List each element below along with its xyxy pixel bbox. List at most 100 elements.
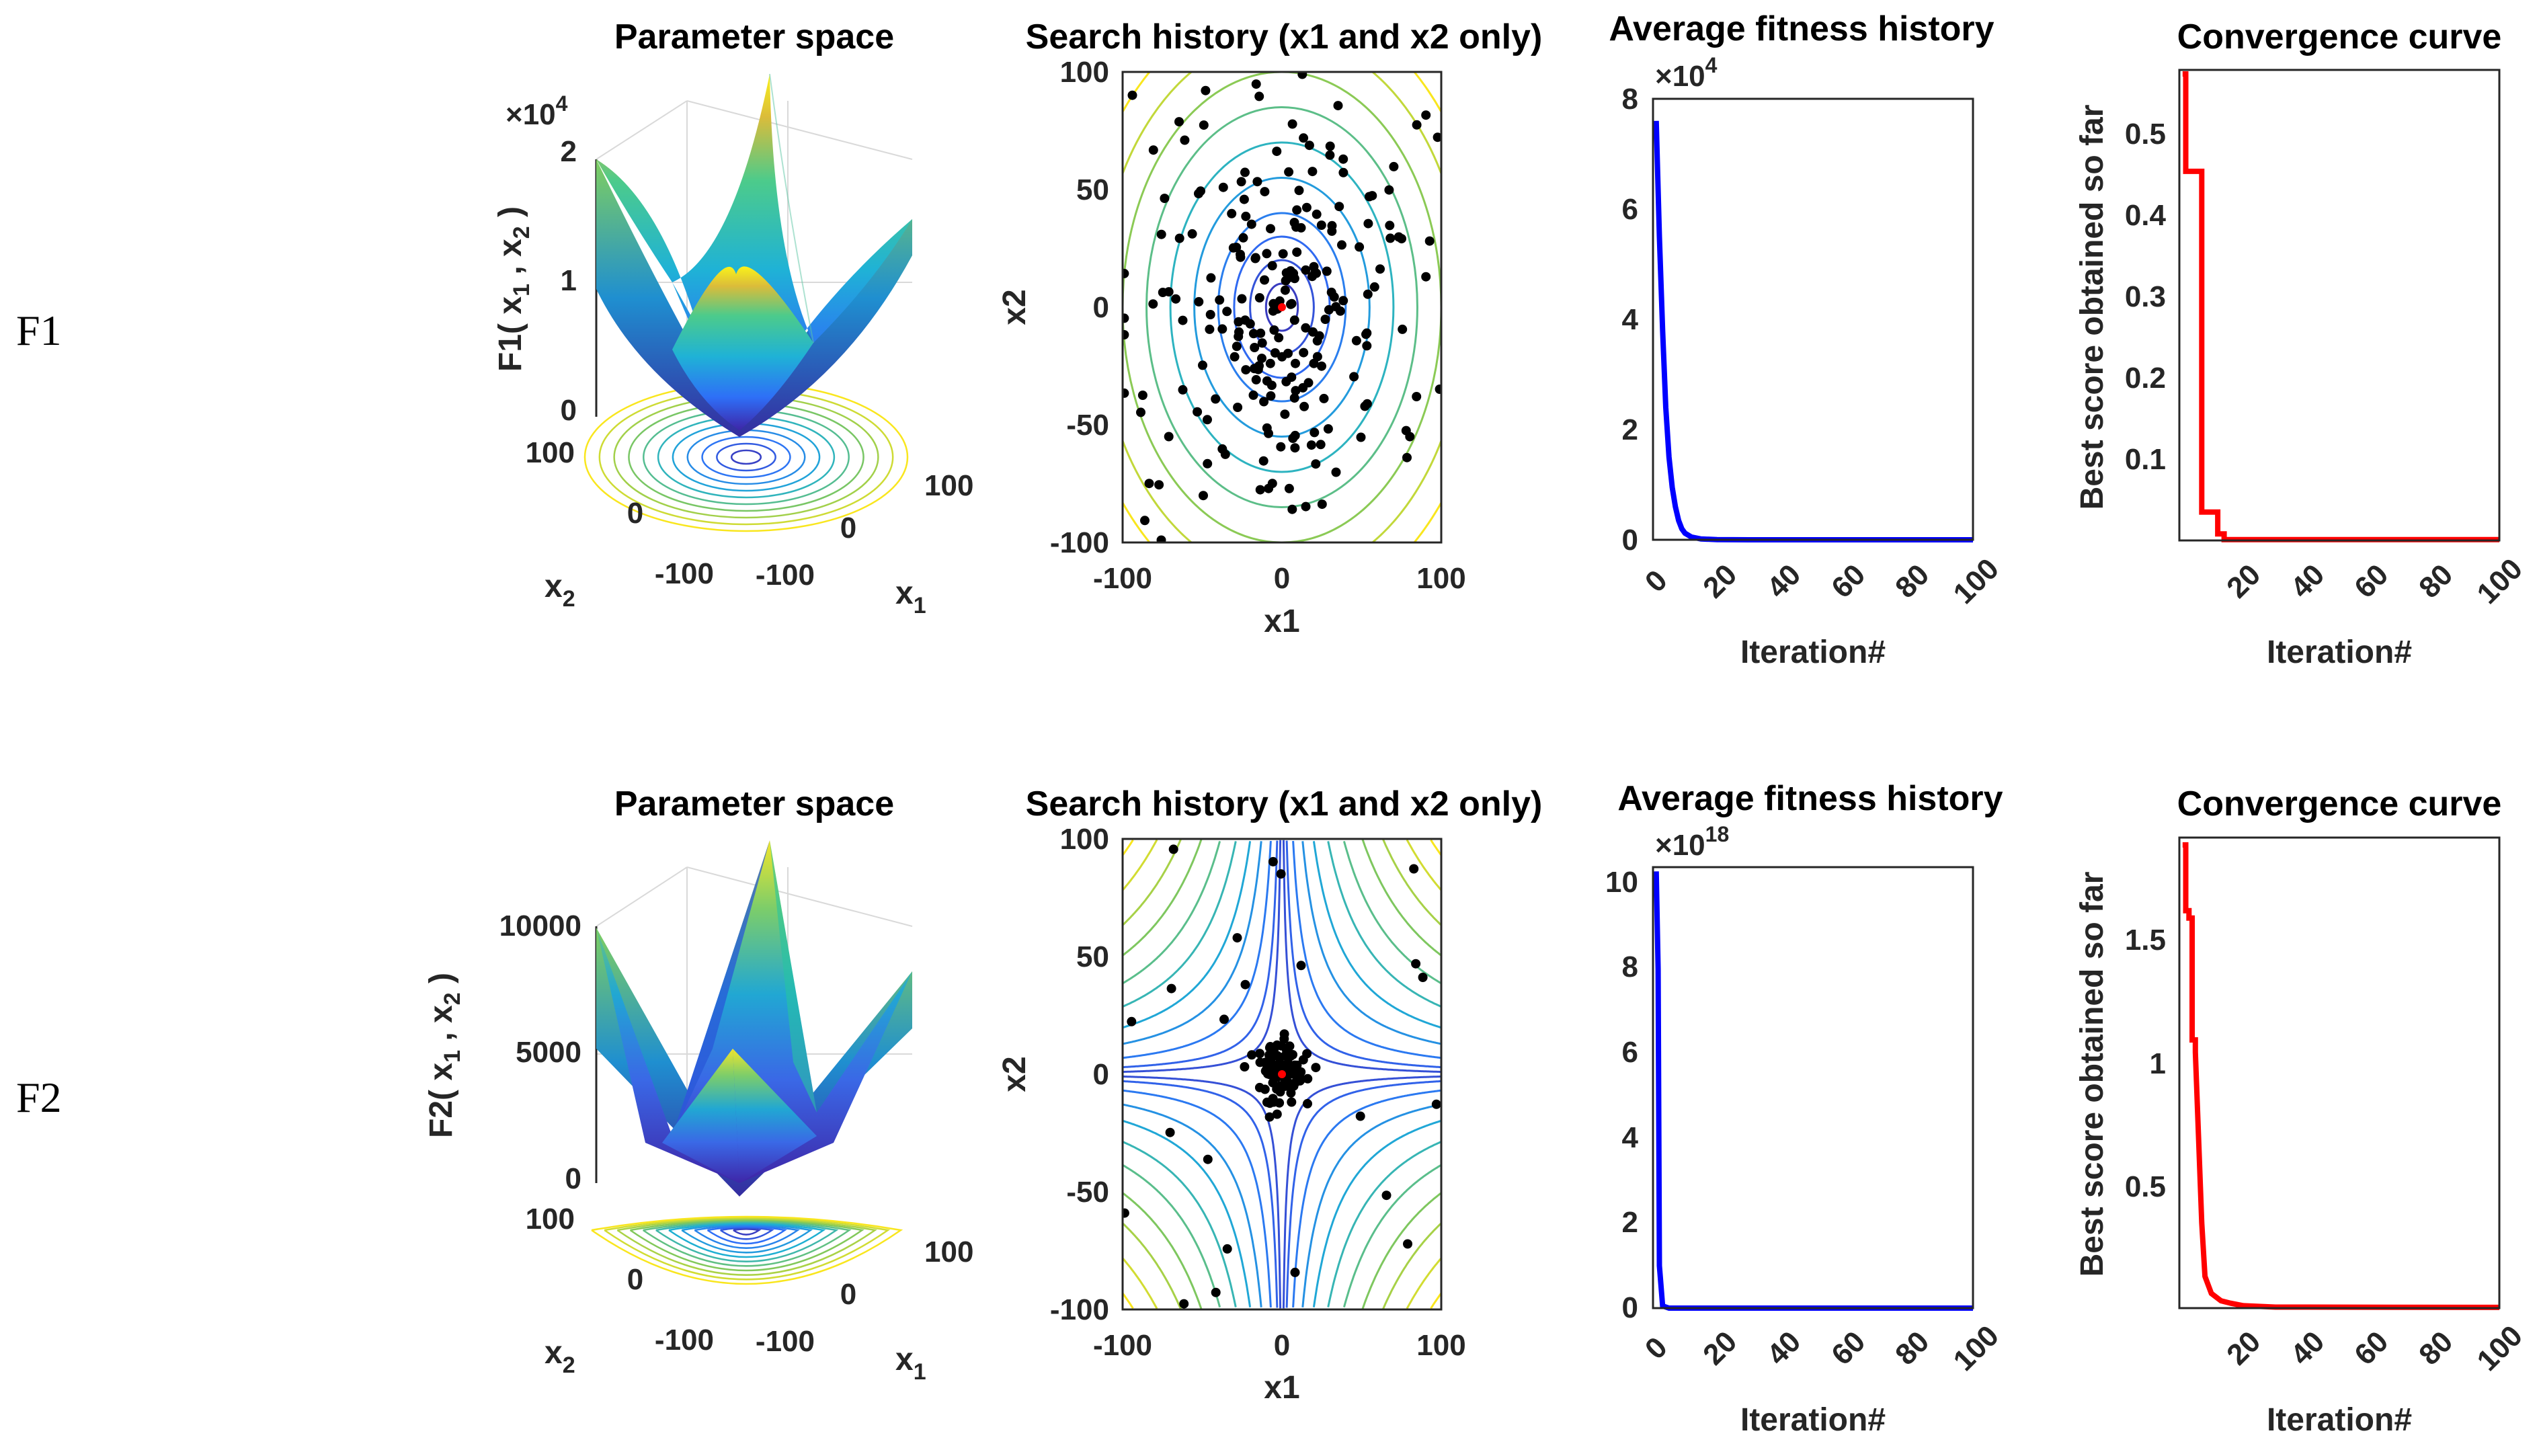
search-point xyxy=(1418,973,1428,982)
row-label: F2 xyxy=(16,1074,62,1121)
search-point xyxy=(1290,443,1300,453)
search-point xyxy=(1264,483,1274,493)
search-point xyxy=(1294,186,1304,196)
plot-frame xyxy=(1121,71,1443,544)
search-plot-area xyxy=(1123,72,1441,542)
contour-line xyxy=(1430,839,1441,856)
contour-line xyxy=(1361,839,1441,957)
search-point xyxy=(1301,501,1311,512)
x2-tick: -100 xyxy=(655,1324,714,1357)
search-point xyxy=(1363,218,1373,229)
search-point xyxy=(1248,390,1258,400)
search-point xyxy=(1203,1154,1213,1164)
search-point xyxy=(1337,240,1346,250)
search-point xyxy=(1236,177,1246,187)
surface-lower xyxy=(596,159,912,437)
x-axis-label: Iteration# xyxy=(1740,635,1886,670)
search-point xyxy=(1148,145,1158,155)
search-point xyxy=(1295,1076,1305,1086)
y-tick: 10 xyxy=(1605,866,1638,899)
base-contour xyxy=(672,422,821,492)
search-point xyxy=(1283,1058,1293,1068)
search-point xyxy=(1301,265,1311,275)
search-point xyxy=(1206,273,1216,283)
search-point xyxy=(1222,307,1232,317)
search-point xyxy=(1290,1267,1300,1277)
search-point xyxy=(1199,120,1209,130)
search-point xyxy=(1154,480,1164,490)
search-point xyxy=(1312,352,1322,362)
search-point xyxy=(1251,79,1261,89)
search-point xyxy=(1355,1111,1365,1121)
search-point xyxy=(1218,182,1228,192)
x-tick: 40 xyxy=(2284,1325,2331,1371)
search-point xyxy=(1298,382,1308,393)
x1-axis-label: x1 xyxy=(895,575,926,618)
contour-line xyxy=(1406,839,1441,891)
convergence-line xyxy=(2182,842,2500,1310)
x-tick: 80 xyxy=(1889,1325,1935,1371)
search-point xyxy=(1289,1081,1299,1091)
x-tick: 0 xyxy=(1639,1331,1674,1366)
search-point xyxy=(1171,294,1181,304)
y-axis-label: x2 xyxy=(997,289,1033,325)
search-point xyxy=(1435,385,1441,394)
search-point xyxy=(1329,292,1339,302)
contour-line xyxy=(1382,1222,1441,1309)
x-tick: 20 xyxy=(1697,1325,1743,1371)
search-point xyxy=(1389,161,1399,171)
search-point xyxy=(1363,289,1373,299)
search-point xyxy=(1301,323,1311,333)
search-point xyxy=(1301,202,1312,212)
search-point xyxy=(1291,386,1301,396)
contour-line xyxy=(1264,282,1299,332)
contour-line xyxy=(1312,1119,1441,1307)
search-point xyxy=(1351,335,1361,346)
search-point xyxy=(1198,360,1207,370)
y-tick: 8 xyxy=(1622,83,1638,116)
search-point xyxy=(1174,233,1184,243)
search-point xyxy=(1217,324,1227,334)
z-tick: 2 xyxy=(561,135,577,168)
search-point xyxy=(1309,428,1320,438)
surface-back xyxy=(596,74,912,430)
z-axis-label: F2( x1 , x2 ) xyxy=(424,973,465,1138)
contour-line xyxy=(1123,841,1237,1008)
search-point xyxy=(1160,194,1170,204)
search-point xyxy=(1262,249,1272,259)
plot-frame xyxy=(1652,866,1974,1309)
search-point xyxy=(1325,150,1335,160)
contour-line xyxy=(1292,841,1441,1059)
panel-title: Average fitness history xyxy=(1617,779,2003,818)
x-tick: 20 xyxy=(2220,1325,2267,1371)
y-tick: 6 xyxy=(1622,193,1638,226)
y-tick: 0 xyxy=(1093,291,1109,324)
average-fitness-line xyxy=(1653,120,1973,542)
x-tick: 100 xyxy=(1947,1319,2005,1377)
tick-labels: 8 6 4 2 0 0 20 40 60 80 100 xyxy=(1622,83,2006,610)
search-point xyxy=(1263,1069,1273,1079)
y-tick: -100 xyxy=(1050,526,1109,559)
base-contour xyxy=(681,1223,813,1254)
search-point xyxy=(1275,1098,1285,1108)
search-point xyxy=(1296,961,1306,971)
search-point xyxy=(1317,499,1327,510)
contour-line xyxy=(1285,1080,1441,1308)
search-history-panel: Search history (x1 and x2 only) 100 50 0… xyxy=(997,17,1542,639)
x2-axis-label: x2 xyxy=(545,569,575,612)
y-tick: 50 xyxy=(1076,173,1109,206)
search-point xyxy=(1323,424,1333,434)
search-point xyxy=(1369,282,1379,292)
y-tick: 50 xyxy=(1076,940,1109,973)
base-contour xyxy=(719,1227,774,1240)
x-tick: 100 xyxy=(2470,1319,2529,1377)
x1-tick: 0 xyxy=(840,512,856,544)
search-point xyxy=(1252,177,1262,187)
x-tick: 100 xyxy=(1947,552,2005,610)
search-point xyxy=(1164,432,1174,442)
z-tick: 0 xyxy=(561,394,577,427)
search-point xyxy=(1402,452,1412,462)
search-point xyxy=(1362,399,1372,409)
y-tick: 2 xyxy=(1622,413,1638,446)
x-tick: 40 xyxy=(2284,558,2331,604)
